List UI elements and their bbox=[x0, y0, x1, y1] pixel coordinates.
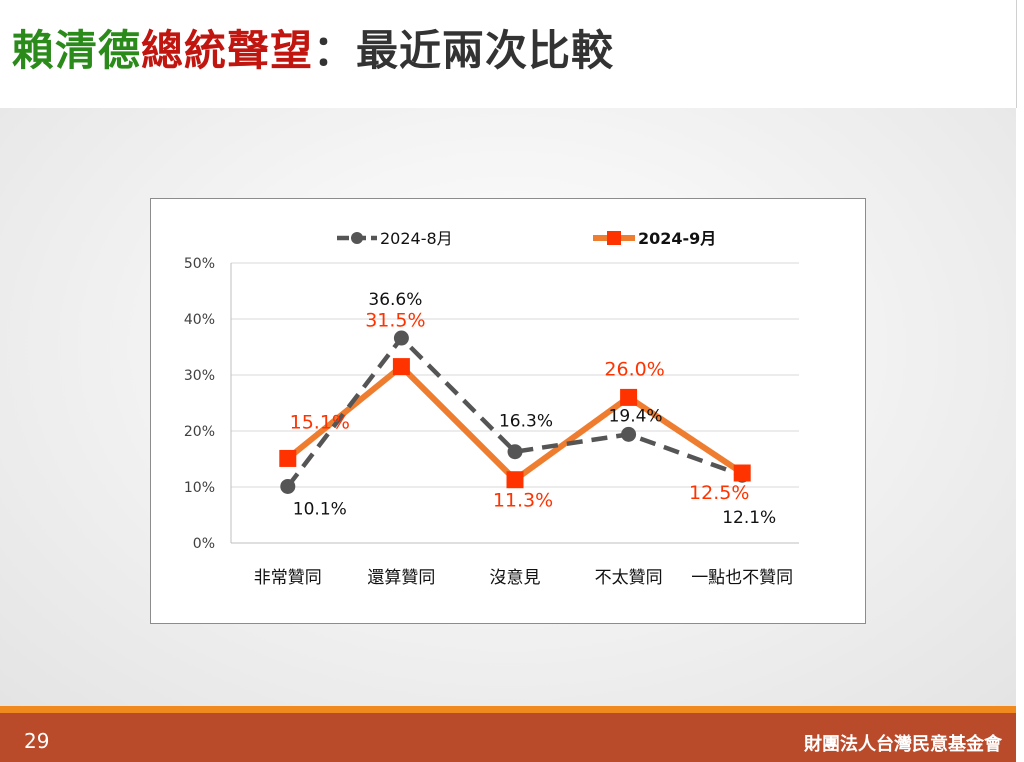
title-bar: 賴清德總統聲望：最近兩次比較 bbox=[0, 0, 1017, 108]
x-tick-label: 不太贊同 bbox=[595, 568, 663, 588]
data-label-2024-9: 31.5% bbox=[365, 310, 425, 332]
data-label-2024-9: 26.0% bbox=[604, 358, 664, 380]
y-tick-label: 30% bbox=[184, 368, 215, 384]
point-2024-9 bbox=[392, 358, 410, 376]
point-2024-9 bbox=[620, 388, 638, 406]
footer-accent-line bbox=[0, 706, 1016, 713]
data-label-2024-8: 10.1% bbox=[293, 499, 347, 519]
point-2024-9 bbox=[506, 471, 524, 489]
y-tick-label: 50% bbox=[184, 256, 215, 272]
series-line-2024-8 bbox=[286, 334, 743, 488]
data-label-2024-9: 15.1% bbox=[290, 411, 350, 433]
point-2024-8 bbox=[621, 426, 637, 442]
title-subtitle: ：最近兩次比較 bbox=[313, 26, 615, 75]
point-2024-8 bbox=[393, 330, 409, 346]
organization-name: 財團法人台灣民意基金會 bbox=[804, 734, 1002, 755]
title-topic: 總統聲望 bbox=[141, 26, 314, 75]
legend-marker-2024-9 bbox=[607, 231, 621, 245]
legend-label-2024-9: 2024-9月 bbox=[638, 229, 716, 248]
slide-title: 賴清德總統聲望：最近兩次比較 bbox=[12, 30, 614, 72]
y-tick-label: 10% bbox=[184, 480, 215, 496]
point-2024-9 bbox=[279, 449, 297, 467]
line-chart: 0% 10% 20% 30% 40% 50% 非常贊同 還算贊同 沒意見 不太贊同 一點也不贊同 10… bbox=[184, 229, 799, 588]
legend-label-2024-8: 2024-8月 bbox=[380, 229, 453, 248]
point-2024-8 bbox=[507, 444, 523, 460]
point-2024-9 bbox=[733, 464, 751, 482]
x-tick-label: 非常贊同 bbox=[254, 568, 322, 588]
page-number: 29 bbox=[24, 729, 50, 753]
y-tick-label: 40% bbox=[184, 312, 215, 328]
title-name: 賴清德 bbox=[12, 26, 142, 75]
legend-marker-2024-8 bbox=[351, 232, 363, 244]
x-tick-label: 沒意見 bbox=[490, 568, 541, 588]
data-label-2024-9: 11.3% bbox=[493, 490, 553, 512]
y-tick-label: 20% bbox=[184, 424, 215, 440]
x-tick-label: 還算贊同 bbox=[367, 568, 435, 588]
data-label-2024-8: 12.1% bbox=[722, 508, 776, 528]
data-label-2024-8: 36.6% bbox=[368, 290, 422, 310]
y-tick-label: 0% bbox=[193, 536, 215, 552]
chart-frame: 0% 10% 20% 30% 40% 50% 非常贊同 還算贊同 沒意見 不太贊同 一點也不贊同 10… bbox=[150, 198, 866, 624]
x-tick-label: 一點也不贊同 bbox=[691, 568, 793, 588]
data-label-2024-8: 19.4% bbox=[609, 406, 663, 426]
data-label-2024-8: 16.3% bbox=[499, 412, 553, 432]
point-2024-8 bbox=[280, 478, 296, 494]
data-label-2024-9: 12.5% bbox=[689, 482, 749, 504]
footer-bar bbox=[0, 713, 1016, 762]
